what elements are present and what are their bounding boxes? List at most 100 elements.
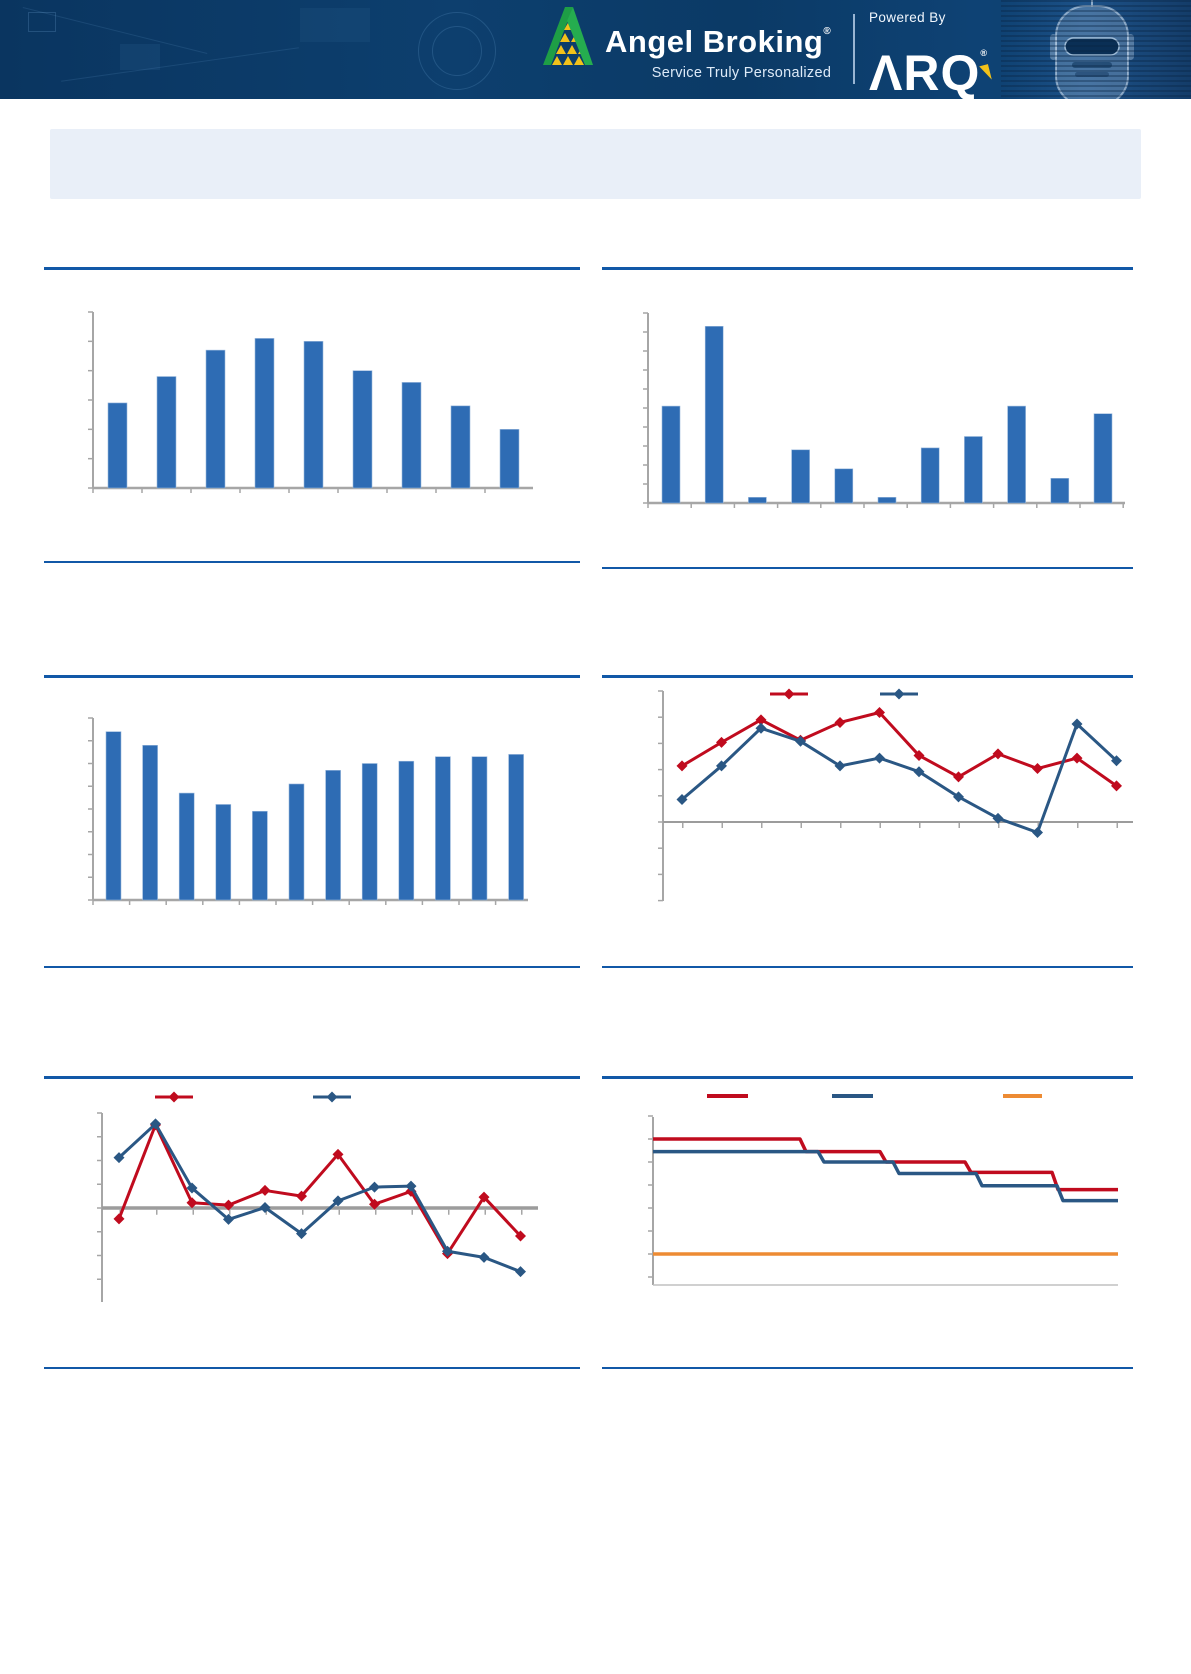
source-rule — [602, 1367, 1133, 1369]
data-point-marker — [478, 1191, 490, 1203]
bar — [325, 770, 341, 901]
bar — [401, 382, 422, 489]
bar — [877, 496, 897, 504]
data-point-marker — [1032, 763, 1043, 775]
data-point-marker — [716, 760, 727, 772]
data-point-marker — [992, 812, 1004, 824]
series-red-line — [117, 1123, 522, 1256]
source-rule — [44, 561, 580, 563]
data-point-marker — [168, 1091, 180, 1103]
data-point-marker — [296, 1190, 307, 1202]
data-point-marker — [913, 749, 925, 761]
bar — [435, 756, 451, 901]
data-point-marker — [874, 706, 885, 718]
brand-tagline: Service Truly Personalized — [651, 65, 832, 81]
data-point-marker — [676, 793, 688, 805]
bar — [920, 447, 940, 504]
data-point-marker — [369, 1198, 380, 1210]
data-point-marker — [442, 1245, 453, 1257]
data-point-marker — [369, 1181, 380, 1193]
bar — [1050, 477, 1070, 504]
data-point-marker — [223, 1213, 234, 1225]
bar — [105, 731, 122, 901]
source-rule — [44, 966, 580, 968]
bar — [499, 429, 520, 489]
bar — [1007, 405, 1026, 504]
bar — [964, 436, 983, 504]
bar — [303, 341, 324, 489]
series-blue-line — [117, 1122, 522, 1274]
arq-brand: Powered By ΛRQ® — [869, 10, 992, 99]
powered-by-label: Powered By — [869, 10, 946, 25]
bar — [215, 804, 232, 901]
data-point-marker — [1032, 826, 1043, 838]
data-point-marker — [1071, 718, 1083, 730]
series-blue-line — [681, 722, 1118, 834]
angel-broking-brand: Angel Broking® Service Truly Personalize… — [543, 7, 831, 81]
exhibit-title-rule — [44, 267, 580, 270]
exhibit-title-rule — [602, 675, 1133, 678]
bar — [156, 376, 177, 489]
bar — [142, 744, 158, 901]
bar — [1093, 413, 1113, 504]
data-point-marker — [405, 1180, 417, 1192]
step-blue-line — [653, 1149, 1118, 1203]
data-point-marker — [150, 1118, 161, 1130]
bar — [508, 754, 524, 901]
data-point-marker — [913, 766, 925, 778]
bar — [361, 763, 378, 901]
exhibit-title-rule — [602, 267, 1133, 270]
data-point-marker — [332, 1195, 344, 1207]
bar — [834, 468, 854, 504]
data-point-marker — [515, 1266, 526, 1278]
arq-logo: ΛRQ® — [869, 27, 992, 99]
data-point-marker — [1071, 752, 1083, 764]
bar — [704, 325, 724, 504]
bar — [205, 349, 226, 489]
angel-broking-logo-icon — [543, 7, 593, 65]
data-point-marker — [332, 1148, 344, 1160]
bar — [107, 402, 128, 489]
data-point-marker — [755, 722, 767, 734]
brand-name: Angel Broking® — [605, 24, 832, 59]
data-point-marker — [326, 1091, 338, 1103]
data-point-marker — [186, 1197, 198, 1209]
data-point-marker — [1111, 780, 1122, 792]
source-rule — [602, 966, 1133, 968]
data-point-marker — [515, 1230, 526, 1242]
bar — [254, 338, 275, 489]
series-red-line — [681, 710, 1118, 788]
data-point-marker — [223, 1199, 234, 1211]
exhibit-title-rule — [602, 1076, 1133, 1079]
data-point-marker — [795, 735, 806, 747]
data-point-marker — [953, 771, 964, 783]
bar — [471, 756, 488, 901]
data-point-marker — [296, 1228, 307, 1240]
data-point-marker — [755, 714, 767, 726]
report-title-box — [50, 129, 1141, 199]
bar — [791, 449, 810, 504]
data-point-marker — [259, 1202, 271, 1214]
data-point-marker — [992, 748, 1004, 760]
data-point-marker — [113, 1152, 125, 1164]
bar — [352, 370, 373, 489]
bar — [748, 496, 767, 504]
data-point-marker — [893, 688, 905, 700]
robot-head-graphic — [1050, 0, 1134, 99]
data-point-marker — [834, 760, 846, 772]
registered-mark: ® — [823, 26, 832, 37]
source-rule — [602, 567, 1133, 569]
data-point-marker — [953, 791, 964, 803]
bar — [288, 783, 305, 901]
bar — [398, 760, 415, 901]
source-rule — [44, 1367, 580, 1369]
registered-mark: ® — [980, 48, 988, 58]
data-point-marker — [716, 736, 727, 748]
data-point-marker — [874, 752, 885, 764]
data-point-marker — [259, 1184, 271, 1196]
exhibit-title-rule — [44, 1076, 580, 1079]
bar — [178, 792, 195, 901]
data-point-marker — [113, 1213, 125, 1225]
